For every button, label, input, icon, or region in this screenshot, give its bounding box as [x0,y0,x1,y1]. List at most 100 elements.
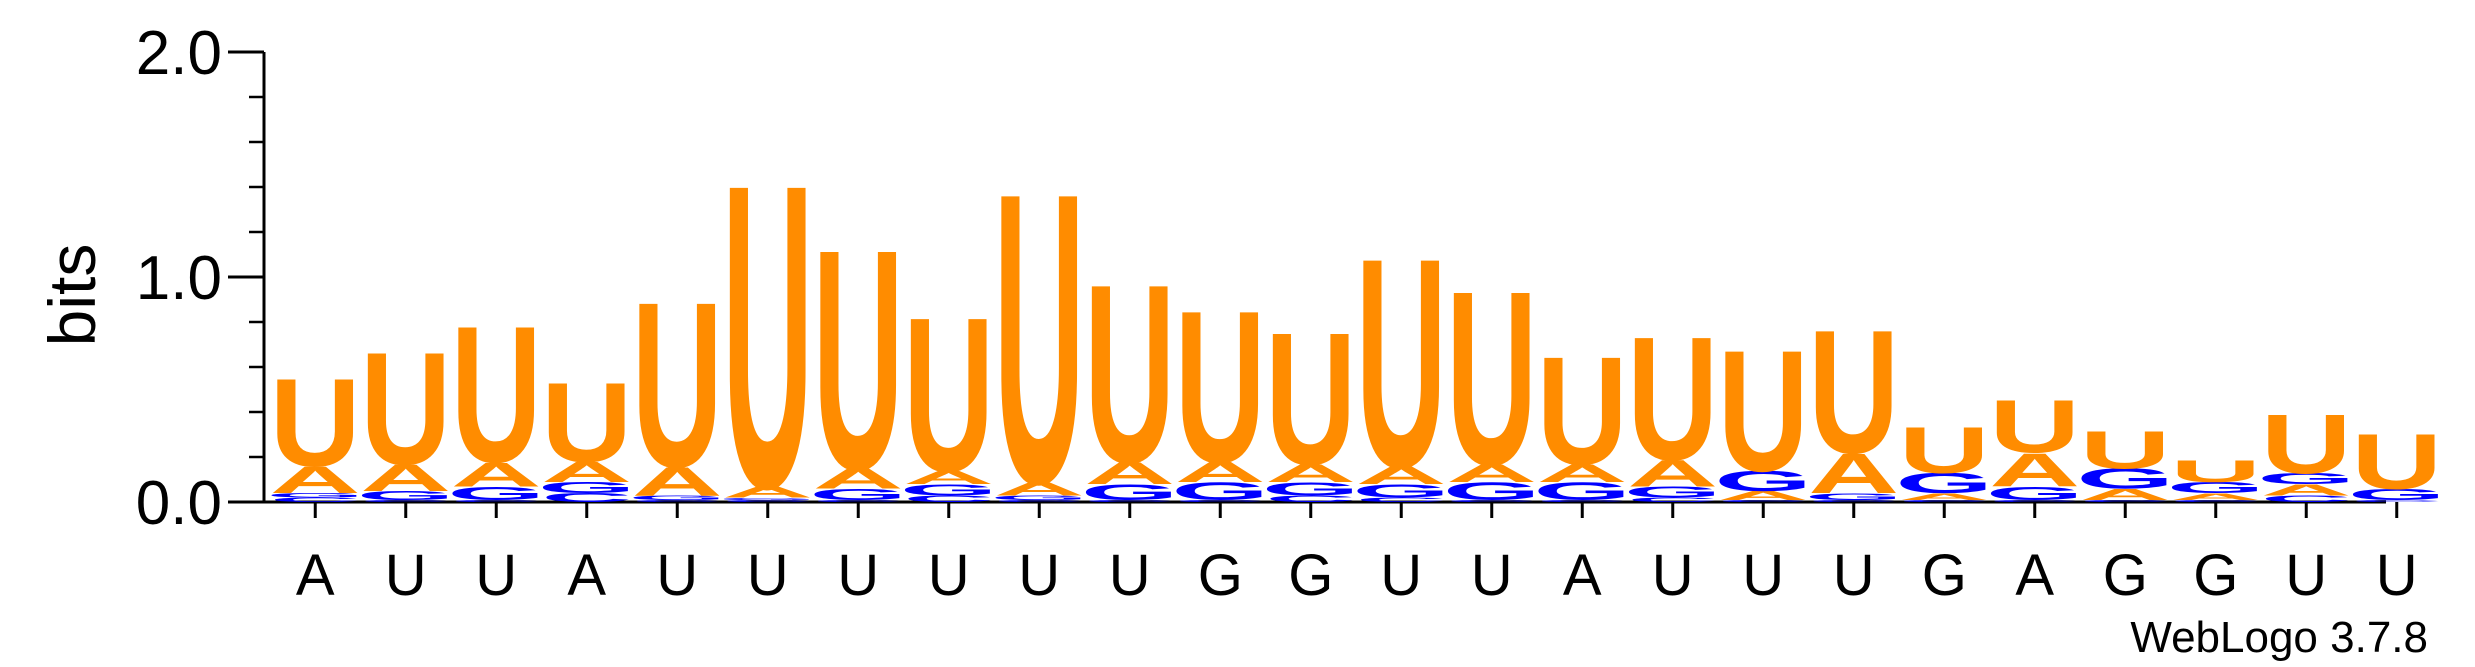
logo-letter-G: G [900,481,998,499]
logo-letter-G: G [809,486,907,504]
logo-letter-C: C [2080,499,2171,503]
logo-letter-A: A [722,483,813,501]
logo-letter-U: U [1899,414,1990,488]
logo-letter-U: U [270,352,361,493]
logo-letter-U: U [1356,196,1447,530]
x-tick-label: U [1471,543,1513,608]
logo-letter-G: G [1895,468,1993,500]
logo-letter-A: A [2261,481,2352,499]
x-tick-label: A [2015,543,2054,608]
logo-letter-U: U [2261,396,2352,491]
logo-letter-G: G [1986,483,2084,504]
logo-letter-G: G [447,483,545,504]
x-tick-label: U [1109,543,1151,608]
logo-letter-U: U [1446,239,1537,516]
y-ticks: 0.0 1.0 2.0 [136,19,2386,538]
logo-letter-G: G [2076,463,2174,495]
x-tick-label: U [928,543,970,608]
logo-letter-A: A [1718,488,1809,502]
logo-letter-C: C [1627,496,1718,503]
y-tick-label: 0.0 [136,469,222,538]
logo-letter-A: A [2080,486,2171,504]
logo-letter-C: C [1356,496,1447,503]
logo-letter-U: U [903,272,994,517]
y-tick-label: 1.0 [136,244,222,313]
logo-letter-G: G [2348,486,2446,504]
logo-letter-U: U [1265,293,1356,504]
logo-letter-G: G [357,488,455,502]
x-tick-label: G [1922,543,1967,608]
logo-letter-C: C [2261,493,2352,504]
logo-letter-U: U [1808,294,1899,491]
x-tick-label: U [2285,543,2327,608]
x-tick-label: A [296,543,335,608]
logo-letter-U: U [1084,231,1175,516]
logo-letter-C: C [722,499,813,503]
x-tick-label: U [385,543,427,608]
x-tick-label: U [2376,543,2418,608]
logo-letter-C: C [632,499,723,503]
logo-letter-C: C [1175,499,1266,503]
logo-letter-G: G [628,494,726,501]
logo-letter-G: G [1081,480,1179,505]
logo-letter-U: U [994,107,1085,570]
x-tick-label: U [656,543,698,608]
logo-letter-A: A [360,457,451,499]
logo-letter-G: G [266,492,364,499]
x-tick-label: U [837,543,879,608]
logo-letter-U: U [360,319,451,498]
logo-letter-U: U [1718,315,1809,508]
logo-letter-A: A [2170,491,2261,502]
logo-letter-G: G [1624,483,1722,501]
x-tick-label: G [1288,543,1333,608]
logo-letter-C: C [541,491,632,505]
logo-letter-A: A [632,458,723,504]
x-tick-label: G [2103,543,2148,608]
logo-letter-G: G [1443,477,1541,505]
x-tick-label: A [567,543,606,608]
logo-letter-C: C [2351,499,2442,503]
logo-letter-G: G [2167,479,2265,497]
y-axis: bits [35,244,109,347]
x-tick-label: U [1652,543,1694,608]
logo-letter-C: C [1446,499,1537,503]
weblogo-version-label: WebLogo 3.7.8 [2130,613,2428,662]
logo-letter-U: U [813,183,904,535]
y-axis-label: bits [35,244,109,347]
logo-letter-U: U [1989,384,2080,468]
x-tick-label: U [1742,543,1784,608]
logo-letter-C: C [994,499,1085,503]
logo-letter-G: G [990,494,1088,501]
logo-letter-C: C [270,496,361,503]
logo-letter-C: C [1537,499,1628,503]
x-tick-label: U [747,543,789,608]
logo-letter-C: C [813,499,904,503]
logo-letter-G: G [1533,477,1631,505]
y-tick-label: 2.0 [136,19,222,88]
logo-letter-U: U [1627,301,1718,498]
x-tick-label: U [475,543,517,608]
logo-letter-G: G [1714,465,1812,497]
logo-letter-U: U [1537,325,1628,497]
logo-letter-U: U [1175,265,1266,508]
logo-letter-C: C [1989,499,2080,503]
logo-letter-U: U [451,285,542,504]
x-tick-label: G [1198,543,1243,608]
logo-letter-A: A [1446,459,1537,487]
logo-letter-U: U [2170,454,2261,489]
x-tick-label: U [1833,543,1875,608]
logo-letter-A: A [1989,444,2080,497]
logo-letter-A: A [1899,491,1990,502]
logo-letter-G: G [538,479,636,497]
logo-letter-C: C [1808,499,1899,503]
x-tick-label: U [1380,543,1422,608]
logo-letter-G: G [2257,470,2355,488]
x-tick-label: G [2193,543,2238,608]
logo-letter-G: G [1262,478,1360,499]
logo-letter-C: C [1899,499,1990,503]
logo-letter-C: C [1084,499,1175,503]
logo-letter-A: A [903,467,994,488]
